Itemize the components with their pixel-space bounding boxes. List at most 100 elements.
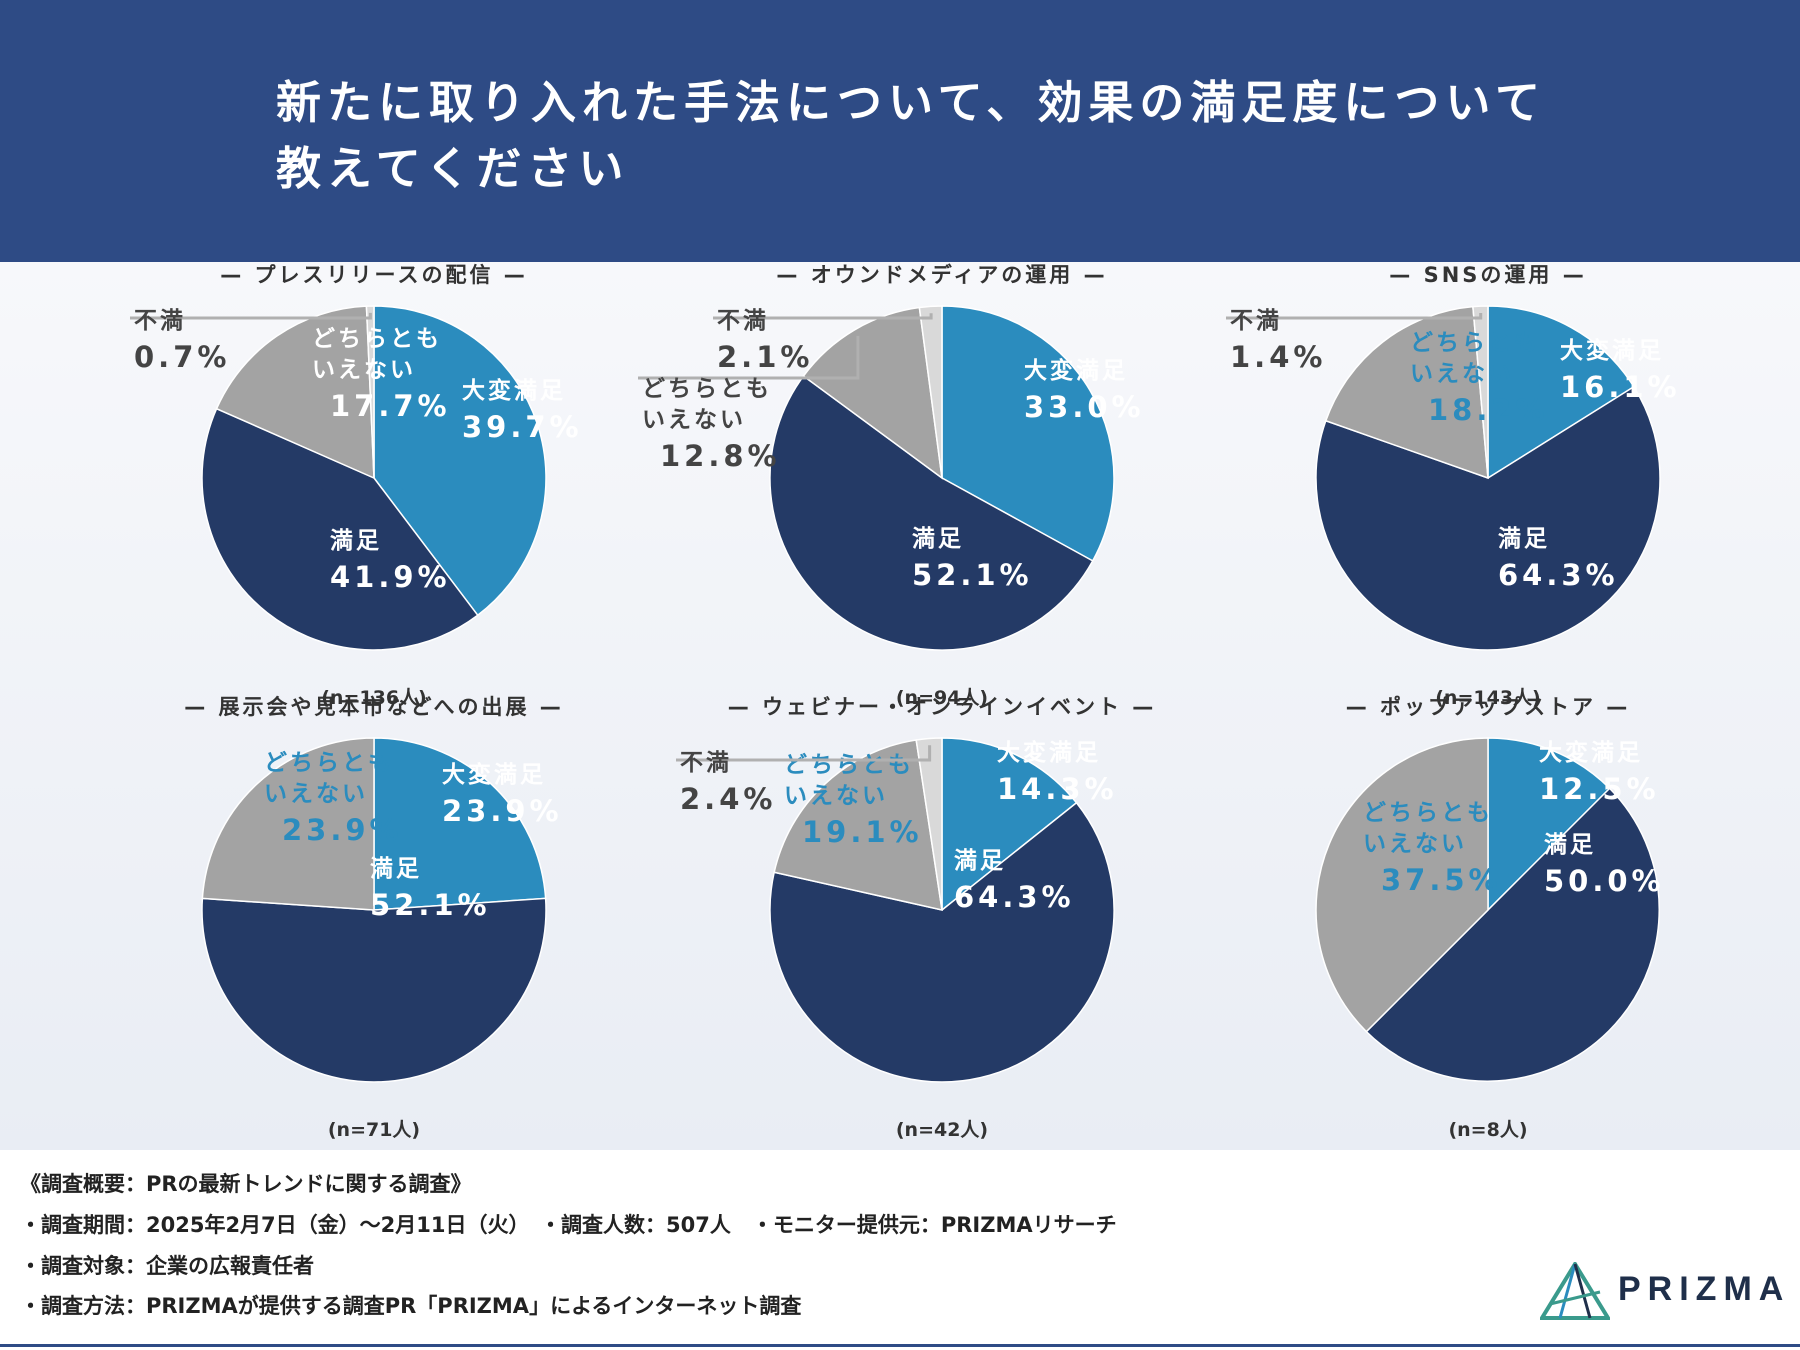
- pie-slice-neu: [773, 739, 943, 911]
- prizma-logo: PRIZMA: [1538, 1260, 1791, 1322]
- slice-name-label: 満足: [370, 856, 422, 882]
- slice-value-label: 19.1%: [802, 815, 923, 849]
- chart-title: — ポップアップストア —: [1346, 695, 1631, 719]
- pie-chart-4: — 展示会や見本市などへの出展 — 大変満足 23.9% 満足 52.1% どちらともいえ…: [184, 695, 564, 1141]
- page-title-line-2: 教えてください: [276, 142, 630, 195]
- sample-size-label: (n=136人): [321, 687, 426, 709]
- sample-size-label: (n=8人): [1448, 1119, 1527, 1141]
- pie-slice-neu: [1324, 305, 1489, 480]
- sample-size-label: (n=71人): [328, 1119, 420, 1141]
- slice-name-label: 大変満足: [1024, 357, 1128, 384]
- slice-name-label: どちらともいえない: [312, 326, 442, 383]
- slice-value-label: 50.0%: [1544, 864, 1665, 898]
- prizma-logo-text: PRIZMA: [1618, 1270, 1791, 1308]
- survey-method: ・調査方法：PRIZMAが提供する調査PR「PRIZMA」によるインターネット調…: [20, 1294, 802, 1318]
- sample-size-label: (n=143人): [1435, 687, 1540, 709]
- slice-name-label: どちらともいえない: [1410, 330, 1540, 387]
- slice-value-label: 2.1%: [717, 340, 813, 374]
- slice-value-label: 1.4%: [1230, 340, 1326, 374]
- slice-value-label: 33.0%: [1024, 390, 1145, 424]
- leader-line: [676, 745, 932, 762]
- slice-value-label: 18.2%: [1428, 393, 1549, 427]
- pie-slice-very: [373, 737, 547, 911]
- header-banner: 新たに取り入れた手法について、効果の満足度について 教えてください: [0, 0, 1800, 262]
- slice-name-label: 満足: [1498, 526, 1550, 552]
- survey-period: ・調査期間：2025年2月7日（金）～2月11日（火） ・調査人数：507人 ・…: [20, 1213, 1117, 1237]
- chart-title: — プレスリリースの配信 —: [220, 263, 528, 287]
- leader-line: [1226, 313, 1483, 320]
- pie-slice-sat: [769, 801, 1115, 1083]
- pie-slice-dis: [918, 305, 943, 479]
- pie-slice-dis: [915, 737, 943, 911]
- slice-name-label: どちらともいえない: [642, 376, 772, 433]
- slice-value-label: 0.7%: [134, 340, 230, 374]
- slice-name-label: 不満: [1230, 308, 1282, 334]
- pie-slice-sat: [1315, 385, 1661, 651]
- chart-title: — ウェビナー・オンラインイベント —: [728, 695, 1157, 719]
- slice-value-label: 17.7%: [330, 389, 451, 423]
- slice-value-label: 64.3%: [1498, 558, 1619, 592]
- slice-value-label: 41.9%: [330, 560, 451, 594]
- pie-slice-neu: [802, 306, 943, 480]
- slice-value-label: 23.9%: [442, 794, 563, 828]
- slice-value-label: 52.1%: [912, 558, 1033, 592]
- chart-title: — 展示会や見本市などへの出展 —: [184, 695, 564, 719]
- pie-slice-very: [941, 305, 1115, 562]
- page-title: 新たに取り入れた手法について、効果の満足度について 教えてください: [276, 70, 1676, 202]
- pie-slice-dis: [1472, 305, 1489, 479]
- slice-value-label: 64.3%: [954, 880, 1075, 914]
- slice-name-label: 不満: [680, 750, 732, 776]
- pie-slice-neu: [215, 305, 375, 480]
- slice-name-label: どちらともいえない: [1363, 800, 1493, 857]
- slice-name-label: 不満: [134, 308, 186, 334]
- pie-slice-neu: [1315, 737, 1489, 1033]
- pie-slice-sat: [201, 897, 547, 1083]
- slice-value-label: 14.3%: [997, 772, 1118, 806]
- bottom-rule: [0, 1344, 1800, 1347]
- sample-size-label: (n=42人): [896, 1119, 988, 1141]
- slice-value-label: 52.1%: [370, 888, 491, 922]
- slice-name-label: 満足: [954, 848, 1006, 874]
- slice-name-label: 大変満足: [1560, 337, 1664, 364]
- slice-name-label: どちらともいえない: [784, 752, 914, 809]
- pie-slice-very: [1487, 305, 1635, 480]
- slice-name-label: 大変満足: [442, 761, 546, 788]
- pie-slice-very: [941, 737, 1078, 912]
- chart-title: — SNSの運用 —: [1389, 263, 1586, 287]
- slice-name-label: 大変満足: [997, 739, 1101, 766]
- slice-value-label: 16.1%: [1560, 370, 1681, 404]
- leader-line: [713, 313, 933, 320]
- slice-name-label: 満足: [330, 528, 382, 554]
- pie-chart-3: — SNSの運用 — 大変満足 16.1% 満足 64.3% どちらともいえない 18.2%…: [1226, 263, 1681, 709]
- pie-slice-very: [373, 305, 547, 617]
- slice-value-label: 23.9%: [282, 813, 403, 847]
- pie-slice-sat: [201, 407, 479, 651]
- survey-summary: 《調査概要：PRの最新トレンドに関する調査》: [20, 1172, 472, 1196]
- pie-slice-sat: [769, 374, 1094, 651]
- chart-title: — オウンドメディアの運用 —: [776, 263, 1107, 287]
- pie-slice-sat: [1365, 787, 1660, 1082]
- slice-name-label: 大変満足: [1539, 739, 1643, 766]
- slice-name-label: 大変満足: [462, 377, 566, 404]
- slice-name-label: 不満: [717, 308, 769, 334]
- slice-value-label: 39.7%: [462, 410, 583, 444]
- leader-line: [638, 335, 860, 380]
- slice-value-label: 37.5%: [1381, 863, 1502, 897]
- leader-line: [130, 312, 372, 320]
- slice-value-label: 2.4%: [680, 782, 776, 816]
- slice-value-label: 12.5%: [1539, 772, 1660, 806]
- pie-slice-dis: [365, 305, 375, 479]
- slice-name-label: 満足: [1544, 832, 1596, 858]
- page-title-line-1: 新たに取り入れた手法について、効果の満足度について: [276, 76, 1547, 129]
- pie-chart-2: — オウンドメディアの運用 — 大変満足 33.0% 満足 52.1% どちらともいえない…: [638, 263, 1145, 709]
- footer: 《調査概要：PRの最新トレンドに関する調査》 ・調査期間：2025年2月7日（金…: [0, 1150, 1800, 1350]
- slice-name-label: 満足: [912, 526, 964, 552]
- survey-target: ・調査対象：企業の広報責任者: [20, 1254, 314, 1278]
- pie-chart-5: — ウェビナー・オンラインイベント — 大変満足 14.3% 満足 64.3% どちらとも…: [676, 695, 1157, 1141]
- pie-chart-6: — ポップアップストア — 大変満足 12.5% 満足 50.0% どちらともいえない 37…: [1315, 695, 1665, 1141]
- sample-size-label: (n=94人): [896, 687, 988, 709]
- pie-slice-very: [1487, 737, 1611, 912]
- prizma-logo-icon: [1538, 1260, 1612, 1320]
- pie-chart-1: — プレスリリースの配信 — 大変満足 39.7% 満足 41.9% どちらともいえない 1…: [130, 263, 583, 709]
